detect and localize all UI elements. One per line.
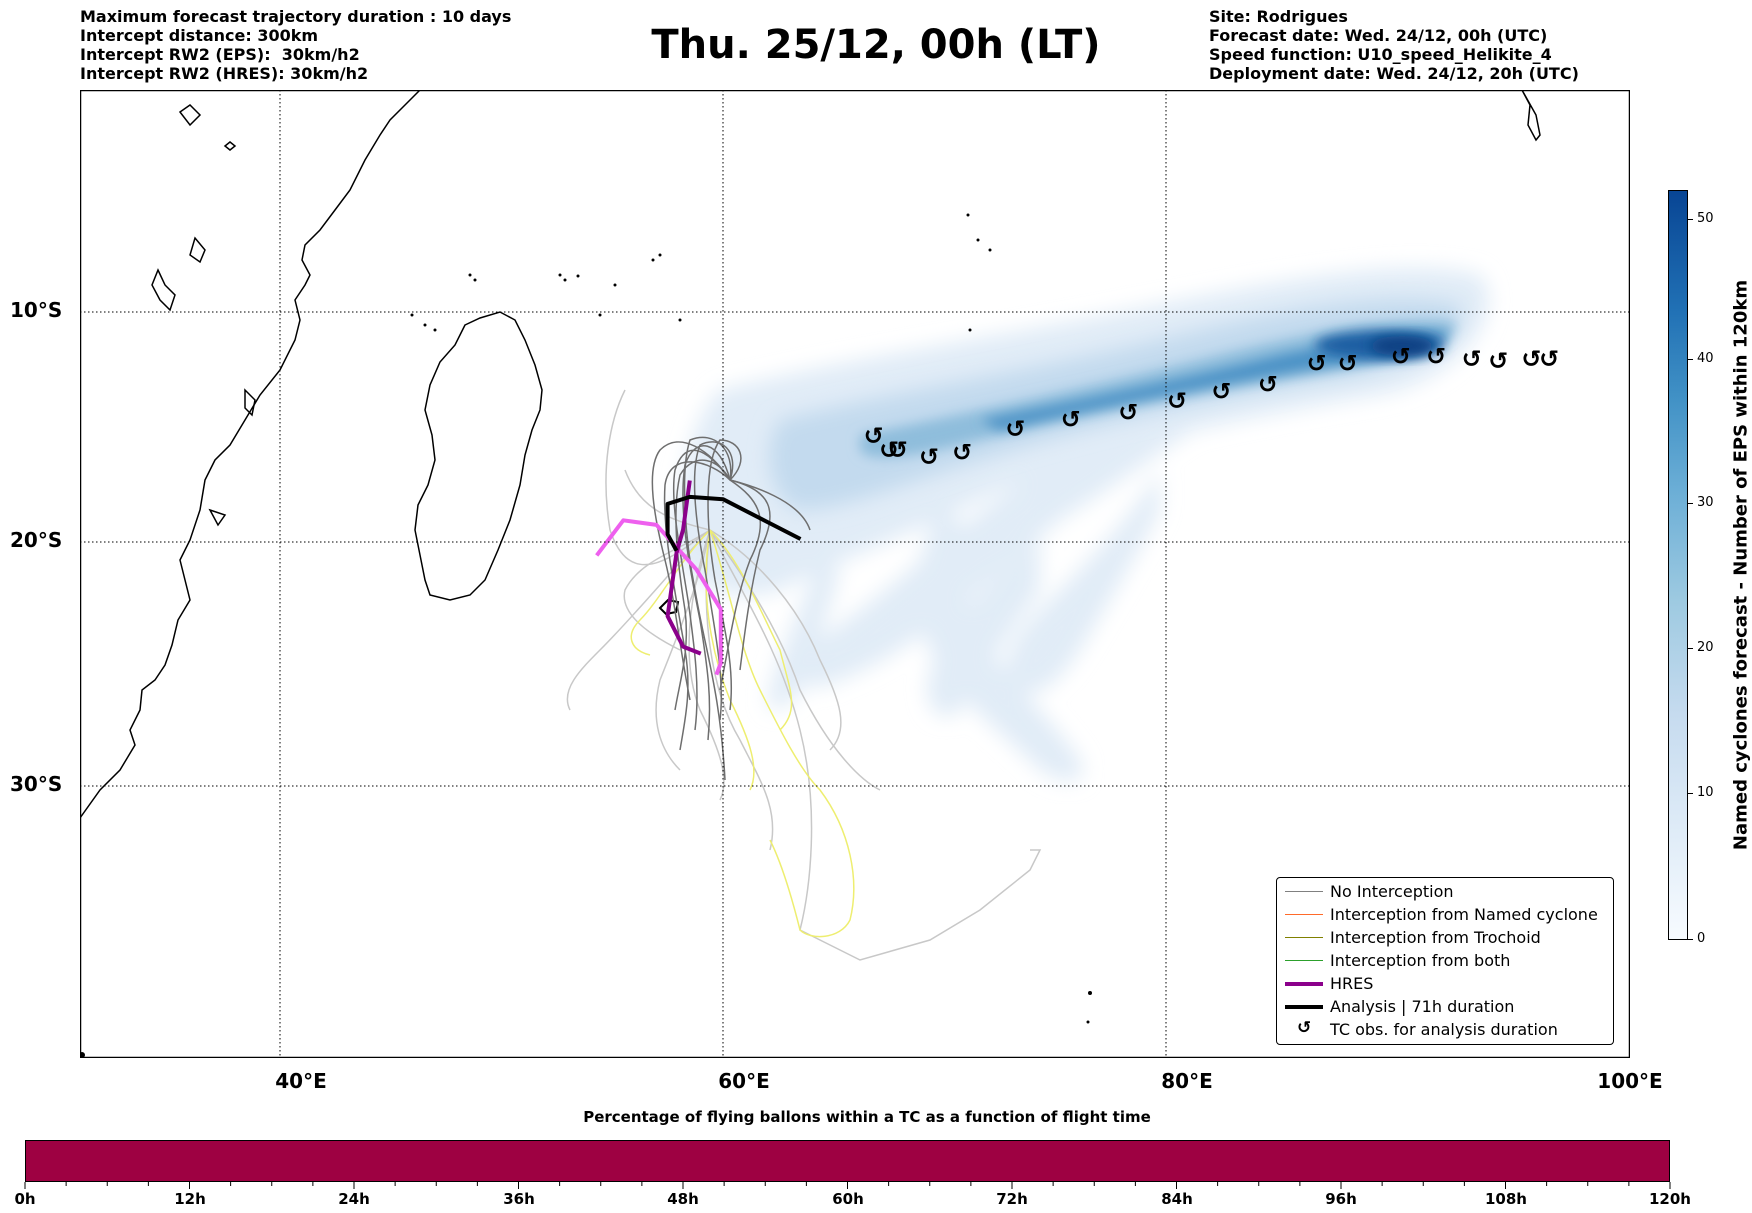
map-frame xyxy=(80,90,1630,1058)
map-canvas[interactable]: ↺↺↺ ↺ ↺↺ ↺ ↺ ↺ ↺ ↺↺ ↺ ↺ ↺ ↺ ↺ ↺↺ xyxy=(80,90,1630,1058)
tc-observation-marker: ↺ xyxy=(879,436,899,464)
flight-time-ticks xyxy=(24,1182,1671,1189)
page-title: Thu. 25/12, 00h (LT) xyxy=(651,22,1101,68)
lat-label-10s: 10°S xyxy=(10,298,63,322)
legend-swatch-hres xyxy=(1285,982,1323,986)
legend-item-named-cyclone: Interception from Named cyclone xyxy=(1277,903,1613,926)
tc-observation-marker: ↺ xyxy=(1462,345,1482,373)
cyclone-density-field xyxy=(669,267,1489,781)
hres-light-track xyxy=(595,518,723,676)
colorbar-tick xyxy=(1688,939,1693,940)
bottom-bar-title: Percentage of flying ballons within a TC… xyxy=(583,1108,1151,1126)
tc-observation-marker: ↺ xyxy=(1118,399,1138,427)
legend-label-hres: HRES xyxy=(1330,974,1374,993)
legend-item-no-interception: No Interception xyxy=(1277,880,1613,903)
legend-swatch-named-cyclone xyxy=(1285,914,1323,915)
map-gridlines xyxy=(80,90,1630,1058)
coastline-layer xyxy=(80,90,1541,819)
colorbar-tick-label: 20 xyxy=(1697,640,1714,655)
flight-time-label: 72h xyxy=(996,1190,1028,1208)
tc-observation-marker: ↺ xyxy=(1488,347,1508,375)
colorbar-tick-label: 10 xyxy=(1697,785,1714,800)
tc-observation-marker: ↺ xyxy=(888,436,908,464)
header-line-intercept-hres: Intercept RW2 (HRES): 30km/h2 xyxy=(80,64,369,83)
legend-item-trochoid: Interception from Trochoid xyxy=(1277,926,1613,949)
lat-label-30s: 30°S xyxy=(10,772,63,796)
analysis-track xyxy=(665,494,802,552)
tc-observation-marker: ↺ xyxy=(1391,342,1411,370)
tc-observation-marker: ↺ xyxy=(1539,345,1559,373)
flight-time-label: 120h xyxy=(1649,1190,1691,1208)
flight-time-label: 84h xyxy=(1161,1190,1193,1208)
lat-label-20s: 20°S xyxy=(10,528,63,552)
tc-observation-marker: ↺ xyxy=(1258,371,1278,399)
lon-label-40e: 40°E xyxy=(275,1069,327,1093)
flight-time-bar xyxy=(25,1140,1670,1182)
tc-observation-marker: ↺ xyxy=(864,422,884,450)
legend-label-tc-obs: TC obs. for analysis duration xyxy=(1330,1020,1558,1039)
tc-observation-marker: ↺ xyxy=(952,438,972,466)
colorbar-tick-label: 30 xyxy=(1697,495,1714,510)
madagascar-coastline xyxy=(414,311,543,601)
tc-observation-marker: ↺ xyxy=(1426,342,1446,370)
header-line-deployment-date: Deployment date: Wed. 24/12, 20h (UTC) xyxy=(1209,64,1579,83)
legend-label-analysis: Analysis | 71h duration xyxy=(1330,997,1515,1016)
legend-swatch-no-interception xyxy=(1285,891,1323,892)
lon-label-80e: 80°E xyxy=(1161,1069,1213,1093)
tc-observation-marker: ↺ xyxy=(1061,406,1081,434)
tc-symbol-icon: ↺ xyxy=(1297,1018,1312,1038)
legend-swatch-both xyxy=(1285,960,1323,961)
flight-time-label: 24h xyxy=(338,1190,370,1208)
legend-label-named-cyclone: Interception from Named cyclone xyxy=(1330,905,1598,924)
header-line-forecast-date: Forecast date: Wed. 24/12, 00h (UTC) xyxy=(1209,26,1548,45)
header-right: Site: Rodrigues Forecast date: Wed. 24/1… xyxy=(1209,7,1579,83)
lon-label-60e: 60°E xyxy=(718,1069,770,1093)
colorbar-tick-label: 40 xyxy=(1697,351,1714,366)
legend-item-tc-obs: ↺ TC obs. for analysis duration xyxy=(1277,1018,1613,1041)
header-line-site: Site: Rodrigues xyxy=(1209,7,1348,26)
flight-time-label: 60h xyxy=(832,1190,864,1208)
header-left: Maximum forecast trajectory duration : 1… xyxy=(80,7,511,83)
tc-observation-marker: ↺ xyxy=(1167,387,1187,415)
flight-time-label: 108h xyxy=(1485,1190,1527,1208)
flight-time-label: 36h xyxy=(503,1190,535,1208)
colorbar-gradient xyxy=(1668,190,1688,940)
colorbar-tick xyxy=(1688,219,1693,220)
colorbar-tick xyxy=(1688,359,1693,360)
legend-item-analysis: Analysis | 71h duration xyxy=(1277,995,1613,1018)
colorbar-tick xyxy=(1688,793,1693,794)
flight-time-label: 12h xyxy=(174,1190,206,1208)
flight-time-label: 0h xyxy=(14,1190,36,1208)
colorbar-tick-label: 0 xyxy=(1697,931,1706,946)
header-line-intercept-distance: Intercept distance: 300km xyxy=(80,26,319,45)
tc-observation-marker: ↺ xyxy=(1005,415,1025,443)
tc-observation-marker: ↺ xyxy=(1211,378,1231,406)
tc-observation-marker: ↺ xyxy=(1521,345,1541,373)
header-line-intercept-eps: Intercept RW2 (EPS): 30km/h2 xyxy=(80,45,360,64)
lon-label-100e: 100°E xyxy=(1597,1069,1663,1093)
hres-track xyxy=(665,480,702,656)
map-legend: No Interception Interception from Named … xyxy=(1276,877,1614,1045)
tc-observation-marker: ↺ xyxy=(919,443,939,471)
header-line-speed-function: Speed function: U10_speed_Helikite_4 xyxy=(1209,45,1552,64)
legend-swatch-trochoid xyxy=(1285,937,1323,938)
flight-time-label: 96h xyxy=(1325,1190,1357,1208)
africa-coastline xyxy=(80,90,421,819)
colorbar-tick xyxy=(1688,503,1693,504)
tc-observation-marker: ↺ xyxy=(1338,349,1358,377)
legend-item-both: Interception from both xyxy=(1277,949,1613,972)
legend-swatch-analysis xyxy=(1285,1005,1323,1009)
colorbar-title: Named cyclones forecast - Number of EPS … xyxy=(1730,279,1752,851)
colorbar-tick xyxy=(1688,648,1693,649)
colorbar-tick-label: 50 xyxy=(1697,211,1714,226)
header-line-duration: Maximum forecast trajectory duration : 1… xyxy=(80,7,512,26)
legend-label-both: Interception from both xyxy=(1330,951,1511,970)
tc-observation-symbols: ↺↺↺ ↺ ↺↺ ↺ ↺ ↺ ↺ ↺↺ ↺ ↺ ↺ ↺ ↺ ↺↺ xyxy=(864,342,1560,471)
legend-label-trochoid: Interception from Trochoid xyxy=(1330,928,1541,947)
tc-observation-marker: ↺ xyxy=(1307,349,1327,377)
legend-item-hres: HRES xyxy=(1277,972,1613,995)
flight-time-label: 48h xyxy=(667,1190,699,1208)
legend-label-no-interception: No Interception xyxy=(1330,882,1454,901)
